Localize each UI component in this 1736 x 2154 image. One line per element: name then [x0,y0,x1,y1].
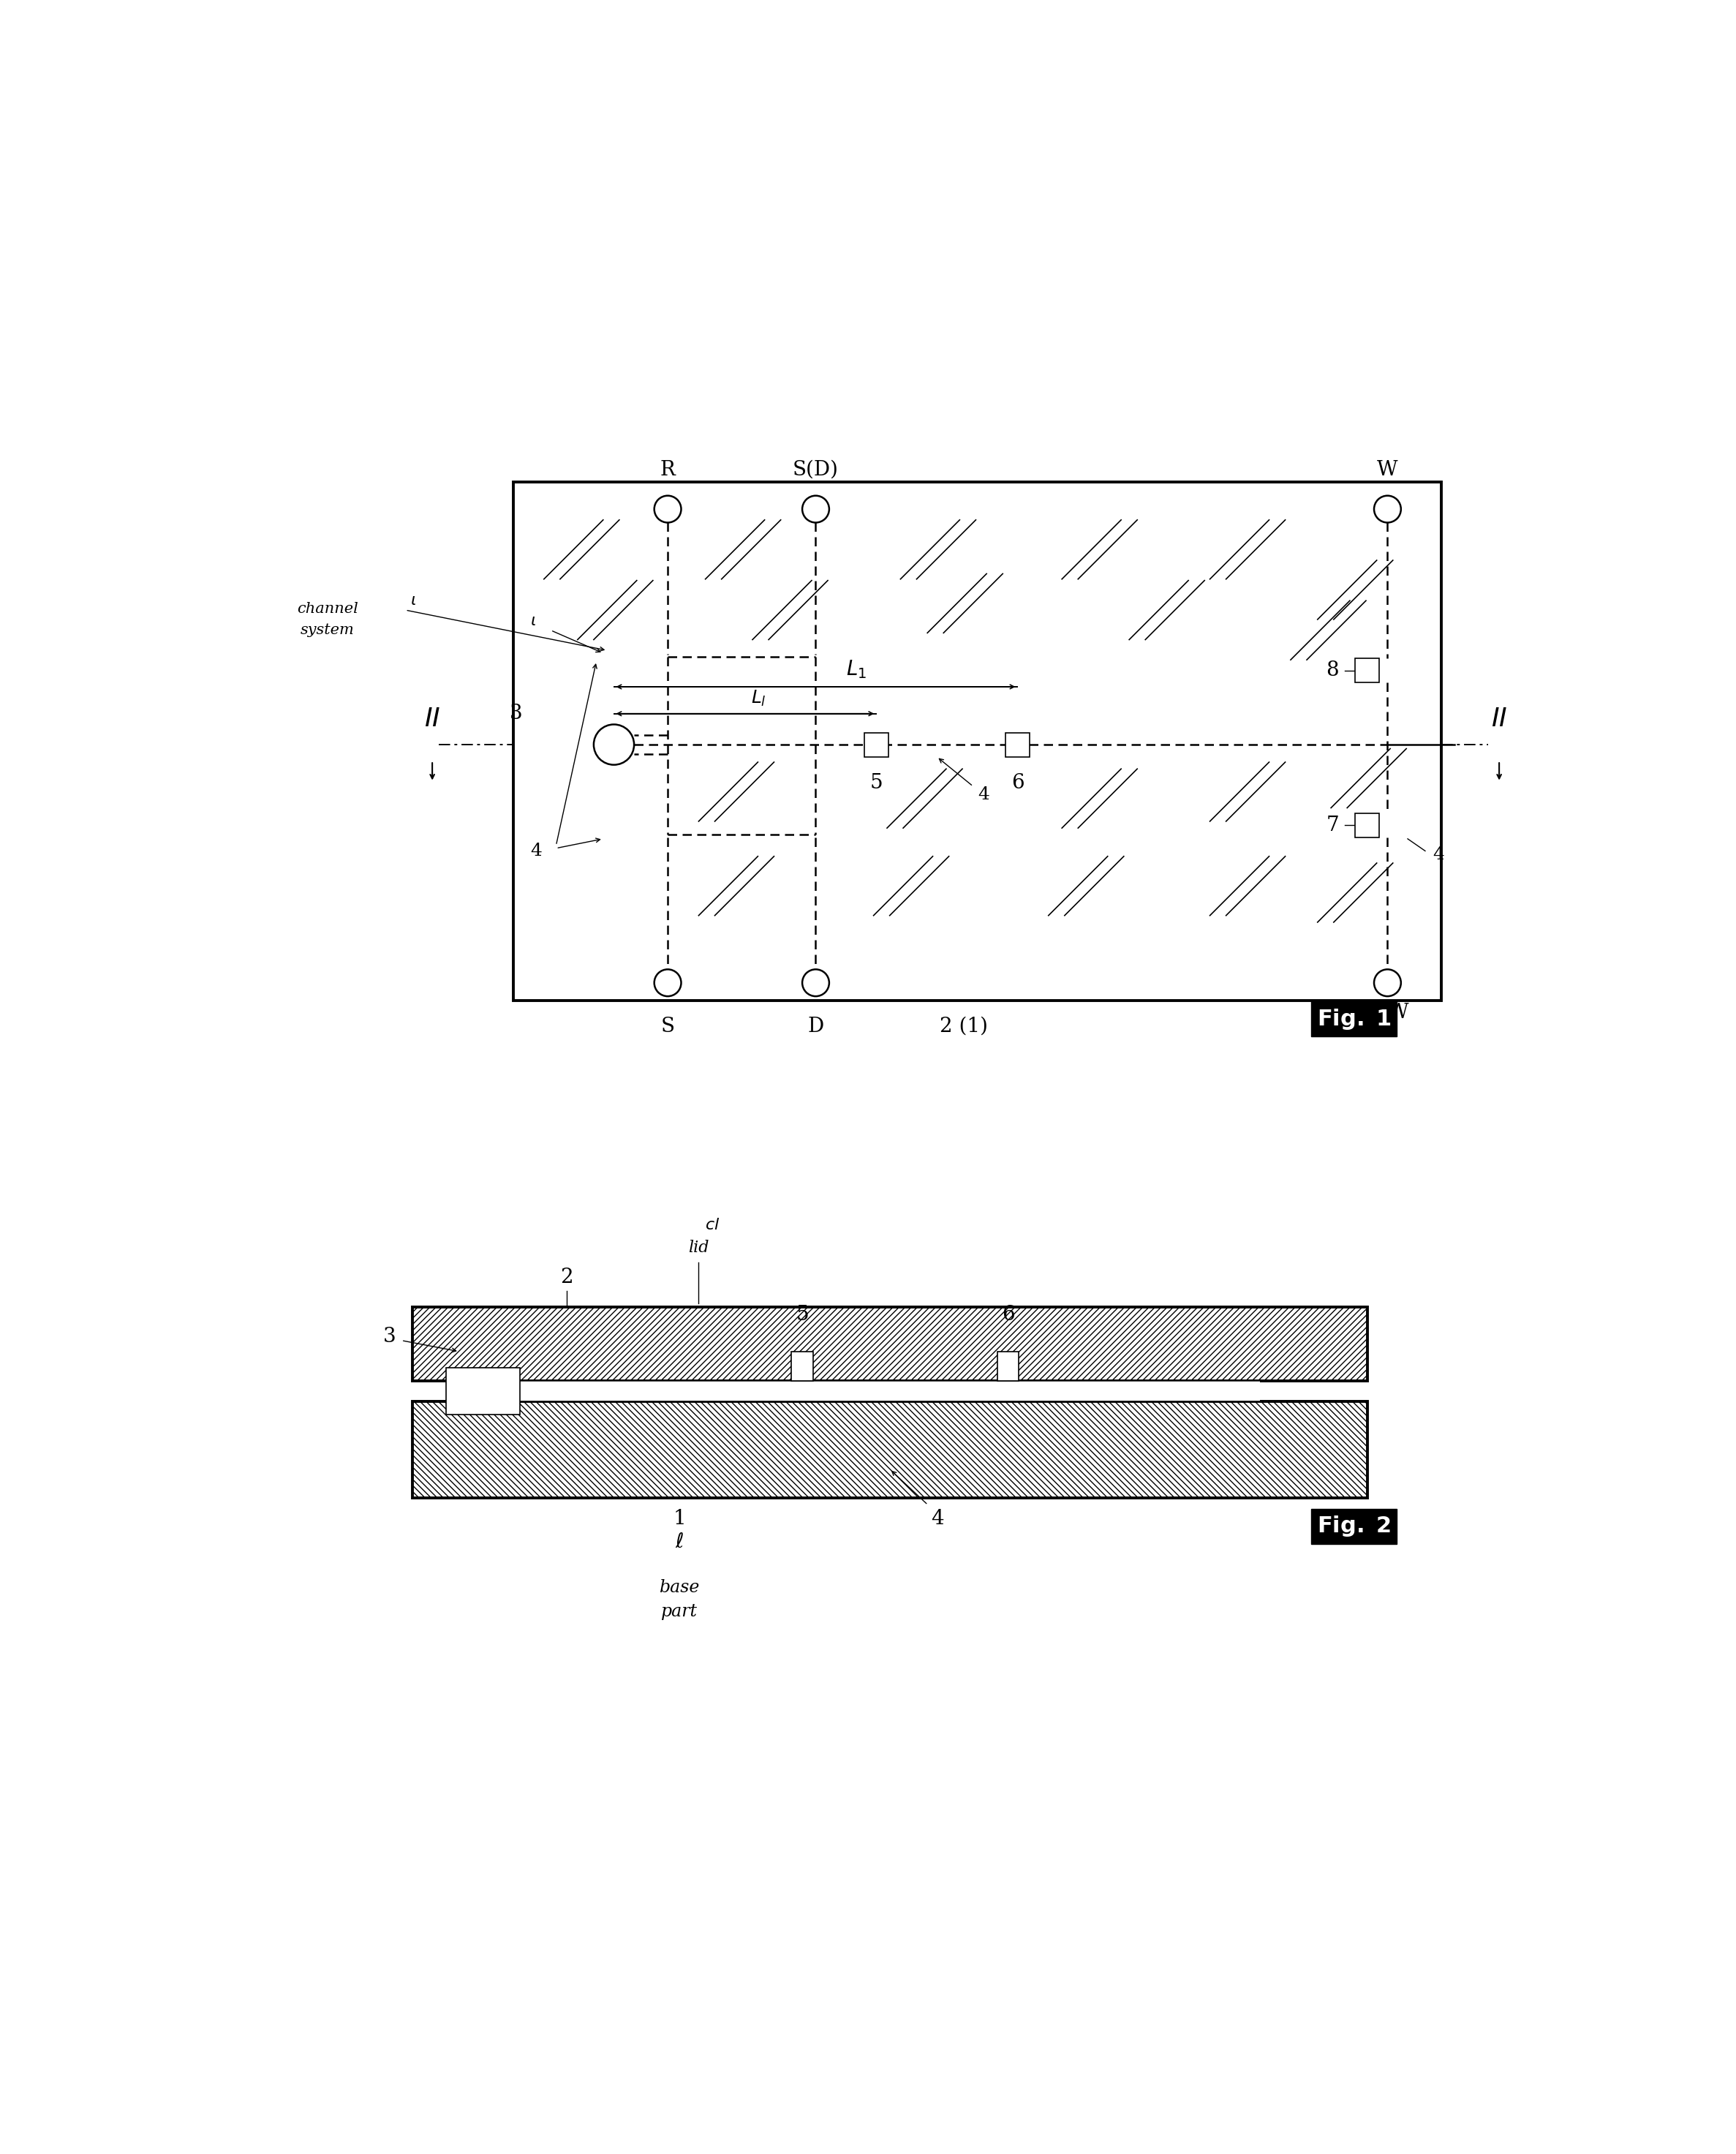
Text: 5: 5 [870,773,882,793]
Text: 2 (1): 2 (1) [939,1017,988,1036]
Text: system: system [300,623,354,638]
Text: 4: 4 [977,786,990,803]
Bar [411,1402,1368,1499]
Bar [865,732,889,756]
Text: $\mathit{\iota}$: $\mathit{\iota}$ [529,612,536,629]
Text: $\mathit{II}$: $\mathit{II}$ [424,707,441,730]
Text: 6: 6 [1010,773,1024,793]
Bar [446,1368,519,1415]
Bar [1356,659,1380,683]
Bar [792,1351,812,1381]
Text: $\mathit{II}$: $\mathit{II}$ [1491,707,1507,730]
Text: channel: channel [297,601,358,616]
Bar [514,482,1441,999]
Text: 4: 4 [1432,847,1444,864]
Text: 4: 4 [930,1510,944,1529]
Bar [996,1351,1019,1381]
Text: 8: 8 [1326,661,1338,681]
Text: $\ell$: $\ell$ [675,1531,684,1551]
Text: $\mathit{\iota}$: $\mathit{\iota}$ [410,592,417,610]
Text: D: D [807,1017,825,1036]
Text: 3: 3 [384,1327,396,1346]
Text: W: W [1387,1004,1408,1023]
Text: lid: lid [687,1241,708,1256]
Text: $\mathit{cl}$: $\mathit{cl}$ [705,1217,719,1232]
Bar [519,1381,1260,1402]
Text: $\mathbf{Fig.\ 1}$: $\mathbf{Fig.\ 1}$ [1316,1008,1391,1032]
Bar [411,1307,1368,1381]
Text: $L_1$: $L_1$ [845,659,866,681]
Text: R: R [660,459,675,480]
Text: 1: 1 [674,1510,686,1529]
Text: 7: 7 [1326,816,1338,836]
Text: 6: 6 [1002,1305,1014,1325]
Text: S(D): S(D) [793,459,838,480]
Text: W: W [1377,459,1397,480]
Text: 4: 4 [529,842,542,859]
Text: 3: 3 [509,704,523,724]
Text: 2: 2 [561,1267,573,1286]
Text: base: base [660,1579,700,1596]
Text: $L_{\mathit{l}}$: $L_{\mathit{l}}$ [752,689,766,709]
Text: 5: 5 [795,1305,809,1325]
Text: $\mathbf{Fig.\ 2}$: $\mathbf{Fig.\ 2}$ [1318,1514,1391,1538]
Text: S: S [661,1017,675,1036]
Text: part: part [661,1603,698,1620]
Bar [1005,732,1029,756]
Bar [1356,814,1380,838]
